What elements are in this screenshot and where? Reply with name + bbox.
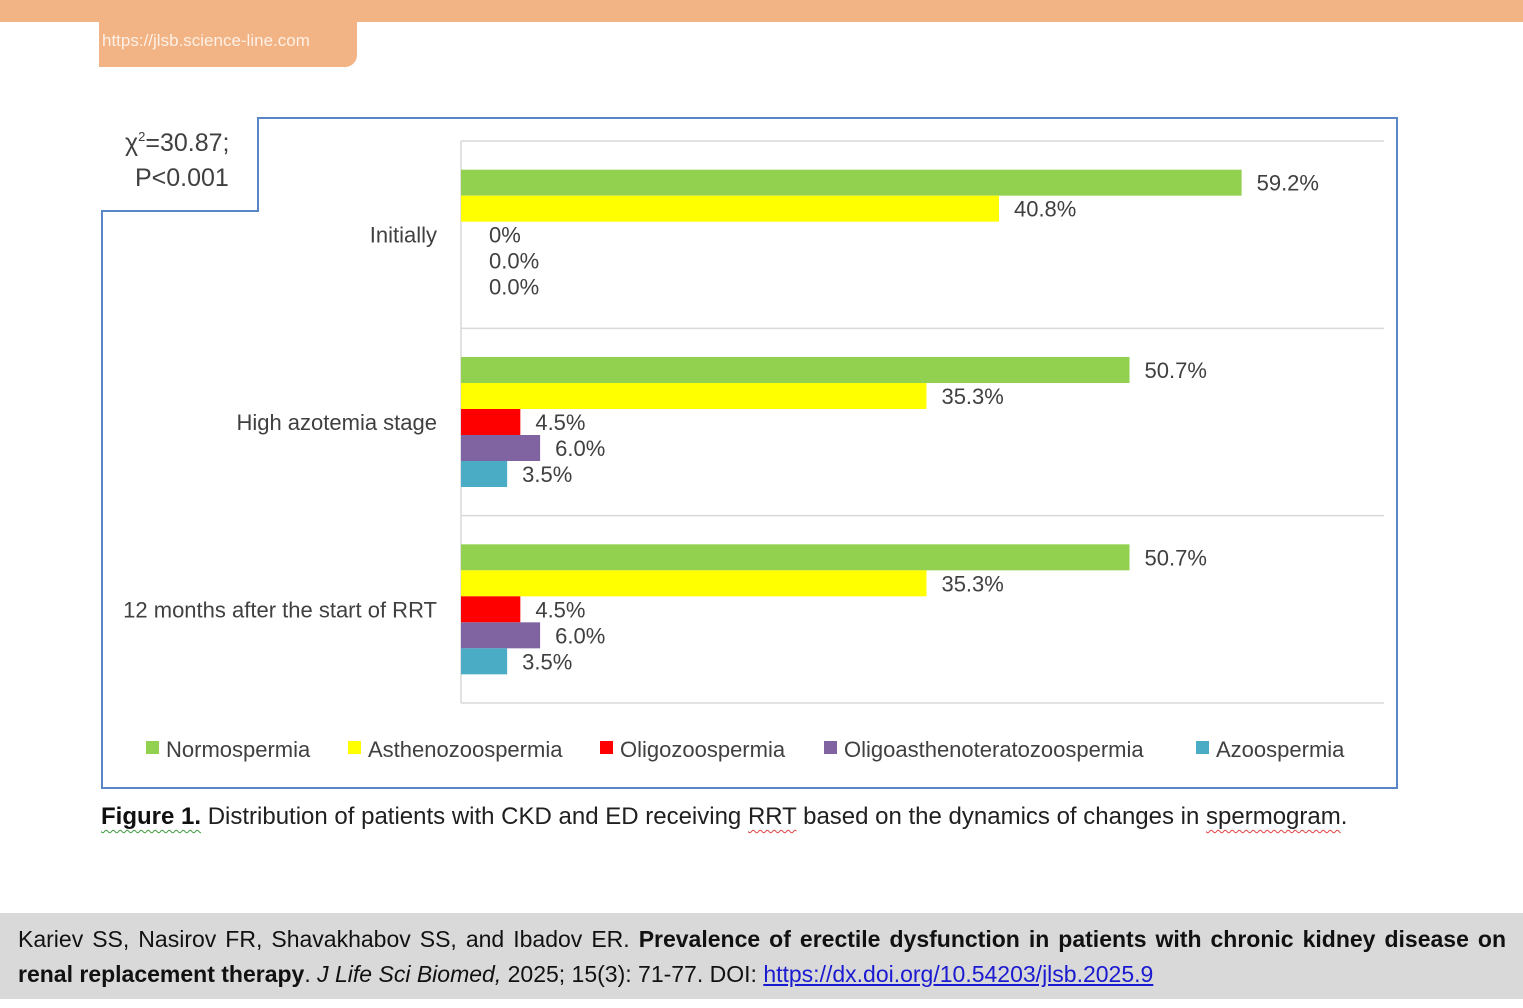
data-label: 40.8% <box>1014 197 1076 222</box>
article-title: Prevalence of erectile dysfunction in pa… <box>18 926 1506 987</box>
legend-swatch-oligozoospermia <box>600 741 613 754</box>
statistics-box: χ2=30.87; P<0.001 <box>101 117 259 212</box>
journal-url: https://jlsb.science-line.com <box>102 31 310 50</box>
data-label: 3.5% <box>522 462 572 487</box>
data-label: 6.0% <box>555 436 605 461</box>
journal-url-tab: https://jlsb.science-line.com <box>99 18 357 67</box>
figure-caption: Figure 1. Distribution of patients with … <box>101 803 1348 830</box>
data-label: 50.7% <box>1145 358 1207 383</box>
category-label: High azotemia stage <box>236 410 437 435</box>
bar-asthenozoospermia <box>461 570 927 597</box>
bars <box>461 169 1242 675</box>
legend-label: Normospermia <box>166 737 311 762</box>
bar-asthenozoospermia <box>461 383 927 409</box>
data-label: 35.3% <box>941 384 1003 409</box>
legend-label: Azoospermia <box>1216 737 1345 762</box>
chi-square-value: χ2=30.87; <box>125 129 230 157</box>
bar-chart: Initially High azotemia stage 12 months af… <box>123 140 1384 762</box>
legend-label: Oligoasthenoteratozoospermia <box>844 737 1144 762</box>
citation-text: Kariev SS, Nasirov FR, Shavakhabov SS, a… <box>18 926 1506 987</box>
bar-azoospermia <box>461 648 508 675</box>
data-label: 3.5% <box>522 649 572 674</box>
doi-link[interactable]: https://dx.doi.org/10.54203/jlsb.2025.9 <box>763 961 1154 987</box>
data-label: 4.5% <box>535 597 585 622</box>
bar-oligoasthenoteratozoospermia <box>461 622 541 649</box>
data-label: 0% <box>489 223 521 248</box>
figure-frame <box>101 117 1398 789</box>
plot-area <box>460 140 1384 704</box>
bar-normospermia <box>461 357 1130 383</box>
figure-label: Figure 1. <box>101 803 202 830</box>
bar-oligozoospermia <box>461 596 521 623</box>
legend-swatch-asthenozoospermia <box>348 741 361 754</box>
bar-azoospermia <box>461 461 508 487</box>
data-label: 4.5% <box>535 410 585 435</box>
data-label: 35.3% <box>941 571 1003 596</box>
data-label: 6.0% <box>555 623 605 648</box>
bar-asthenozoospermia <box>461 195 999 222</box>
category-label: 12 months after the start of RRT <box>123 597 437 622</box>
bar-normospermia <box>461 169 1242 196</box>
category-label: Initially <box>370 223 437 248</box>
header-band <box>0 0 1523 22</box>
legend: Normospermia Asthenozoospermia Oligozoospe… <box>146 737 1345 762</box>
legend-swatch-azoospermia <box>1196 741 1209 754</box>
legend-label: Asthenozoospermia <box>368 737 563 762</box>
legend-swatch-normospermia <box>146 741 159 754</box>
data-label: 0.0% <box>489 249 539 274</box>
bar-normospermia <box>461 544 1130 571</box>
citation-bar: Kariev SS, Nasirov FR, Shavakhabov SS, a… <box>0 913 1523 999</box>
category-labels: Initially High azotemia stage 12 months af… <box>123 223 437 623</box>
journal-name: J Life Sci Biomed, <box>317 961 502 987</box>
legend-swatch-oligoasthenoteratozoospermia <box>824 741 837 754</box>
p-value: P<0.001 <box>135 164 229 192</box>
legend-label: Oligozoospermia <box>620 737 786 762</box>
data-labels: 59.2%40.8%0%0.0%0.0%50.7%35.3%4.5%6.0%3.… <box>489 171 1319 675</box>
bar-oligozoospermia <box>461 409 521 435</box>
data-label: 59.2% <box>1257 171 1319 196</box>
data-label: 0.0% <box>489 275 539 300</box>
data-label: 50.7% <box>1145 545 1207 570</box>
bar-oligoasthenoteratozoospermia <box>461 435 541 461</box>
